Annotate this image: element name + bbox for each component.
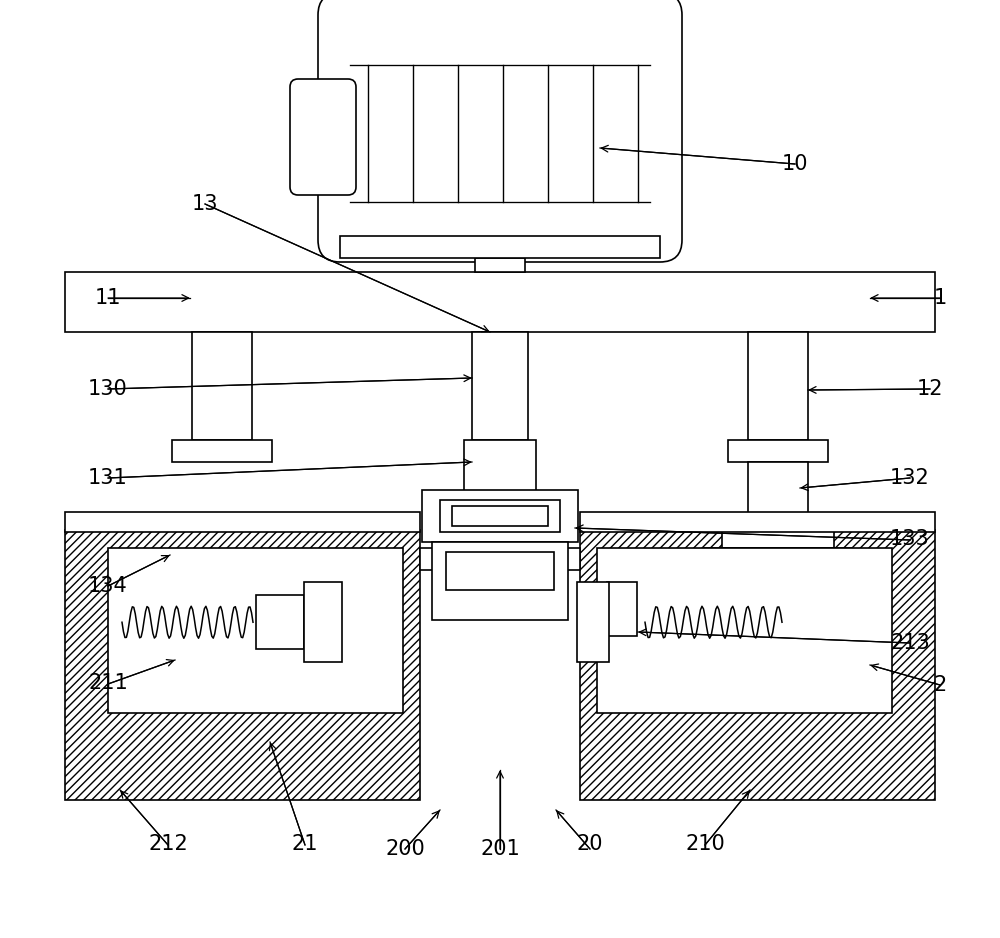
Text: 133: 133 (890, 529, 930, 550)
Text: 1: 1 (933, 288, 947, 309)
Bar (597, 548, 892, 713)
Bar (192, 332, 252, 440)
Bar (65, 272, 935, 332)
Text: 212: 212 (148, 834, 188, 855)
Text: 13: 13 (192, 194, 218, 215)
Bar (580, 530, 935, 800)
Text: 11: 11 (95, 288, 121, 309)
Bar (440, 500, 560, 532)
Bar (65, 530, 420, 800)
Bar (728, 440, 828, 462)
FancyBboxPatch shape (318, 0, 682, 262)
Bar (304, 582, 342, 662)
Text: 210: 210 (685, 834, 725, 855)
Bar (452, 506, 548, 526)
Bar (472, 332, 528, 440)
Bar (172, 440, 272, 462)
Bar (580, 512, 935, 532)
Bar (256, 596, 304, 649)
Bar (607, 582, 637, 636)
Text: 132: 132 (890, 468, 930, 489)
Bar (464, 440, 536, 528)
Text: 213: 213 (890, 632, 930, 653)
Bar (748, 462, 808, 528)
Bar (446, 528, 554, 548)
Text: 211: 211 (88, 673, 128, 693)
Bar (108, 548, 403, 713)
Text: 21: 21 (292, 834, 318, 855)
Bar (475, 258, 525, 272)
FancyBboxPatch shape (290, 79, 356, 195)
Bar (340, 236, 660, 258)
Text: 10: 10 (782, 154, 808, 174)
Text: 2: 2 (933, 674, 947, 695)
Text: 134: 134 (88, 576, 128, 597)
Text: 130: 130 (88, 379, 128, 400)
Bar (748, 332, 808, 440)
Bar (65, 512, 420, 532)
Text: 12: 12 (917, 379, 943, 400)
Bar (422, 490, 578, 542)
Text: 200: 200 (385, 839, 425, 859)
Bar (446, 528, 554, 548)
Bar (420, 548, 580, 570)
Text: 201: 201 (480, 839, 520, 859)
Bar (432, 542, 568, 620)
Text: 20: 20 (577, 834, 603, 855)
Bar (722, 528, 834, 548)
Text: 131: 131 (88, 468, 128, 489)
Bar (704, 548, 852, 570)
Bar (577, 582, 609, 662)
Bar (446, 552, 554, 590)
